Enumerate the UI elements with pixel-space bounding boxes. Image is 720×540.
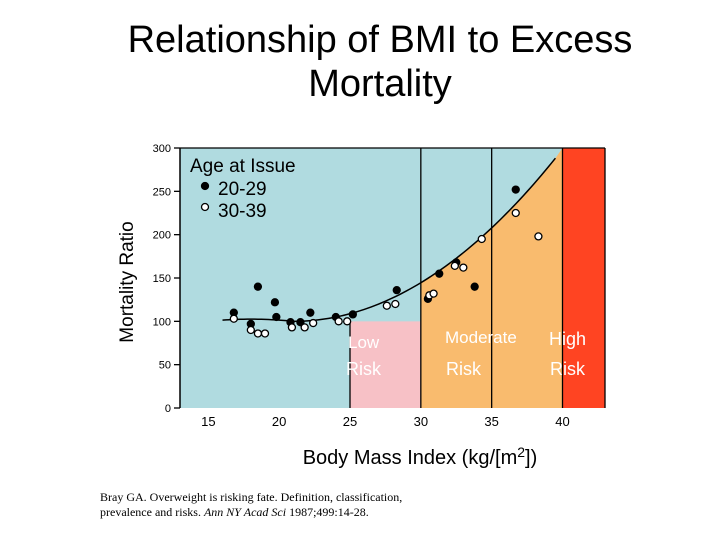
point-20-29-9 (348, 310, 357, 319)
y-tick-label-0: 0 (165, 403, 171, 415)
y-axis-label: Mortality Ratio (117, 221, 138, 342)
point-30-39-13 (450, 261, 459, 271)
point-30-39-15 (477, 234, 486, 244)
x-tick-label-40: 40 (555, 414, 569, 429)
legend-entry-20-29: 20-29 (218, 179, 267, 200)
axes: 0 50 100 150 200 250 300 15 20 25 30 35 40 (153, 143, 570, 429)
point-30-39-12 (429, 289, 438, 298)
point-30-39-14 (459, 263, 468, 272)
x-tick-label-35: 35 (484, 414, 498, 429)
point-30-39-0 (229, 314, 238, 323)
y-tick-label-50: 50 (159, 360, 171, 372)
y-tick-label-100: 100 (153, 316, 171, 328)
x-axis-label-main: Body Mass Index (kg/[m (303, 447, 518, 469)
risk-zones (180, 148, 605, 408)
legend-open-marker (200, 202, 210, 212)
legend-entry-30-39: 30-39 (218, 201, 267, 222)
x-axis-label-end: ]) (525, 447, 537, 469)
high-risk-label-line1: High (549, 329, 586, 349)
data-points (229, 185, 543, 338)
high-risk-label-line2: Risk (550, 359, 586, 379)
zone-labels: Low Risk Moderate Risk High Risk (346, 328, 586, 379)
point-30-39-5 (300, 323, 309, 332)
legend: Age at Issue 20-29 30-39 (190, 156, 296, 222)
zone-divider-lines (180, 147, 606, 408)
citation-journal: Ann NY Acad Sci (203, 505, 287, 519)
point-20-29-15 (511, 185, 520, 194)
chart-title-line1: Relationship of BMI to Excess (127, 19, 633, 61)
low-risk-label-line1: Low (348, 333, 380, 352)
low-risk-zone (350, 321, 421, 408)
moderate-risk-label-line2: Risk (446, 359, 482, 379)
point-20-29-14 (470, 282, 479, 291)
x-tick-label-15: 15 (201, 414, 215, 429)
point-20-29-3 (270, 298, 280, 307)
point-30-39-9 (382, 301, 391, 310)
point-20-29-4 (272, 312, 281, 322)
point-20-29-2 (253, 282, 263, 291)
citation-text-part1: Bray GA. Overweight is risking fate. Def… (100, 490, 403, 519)
point-20-29-7 (306, 308, 315, 317)
legend-title: Age at Issue (190, 156, 296, 177)
x-tick-label-30: 30 (414, 414, 428, 429)
y-tick-label-150: 150 (153, 273, 171, 285)
point-20-29-6 (296, 318, 305, 327)
chart-title: Relationship of BMI to Excess Mortality (80, 18, 680, 106)
y-tick-label-250: 250 (153, 186, 171, 198)
point-30-39-4 (287, 323, 297, 332)
citation-text-part2: 1987;499:14-28. (286, 505, 369, 519)
x-tick-label-25: 25 (343, 414, 357, 429)
point-30-39-6 (309, 318, 318, 328)
point-20-29-12 (435, 269, 444, 278)
point-30-39-2 (253, 329, 263, 338)
citation: Bray GA. Overweight is risking fate. Def… (100, 490, 440, 520)
point-30-39-3 (260, 329, 270, 338)
point-30-39-1 (246, 325, 255, 335)
point-20-29-10 (392, 285, 401, 295)
low-risk-label-line2: Risk (346, 359, 382, 379)
high-risk-zone (562, 148, 605, 408)
point-30-39-16 (511, 208, 520, 218)
point-30-39-17 (534, 232, 543, 241)
chart-title-line2: Mortality (308, 63, 452, 105)
legend-filled-marker (200, 181, 210, 191)
x-axis-label-superscript: 2 (517, 444, 525, 460)
point-30-39-10 (391, 299, 400, 309)
x-tick-label-20: 20 (272, 414, 286, 429)
point-30-39-7 (334, 317, 343, 326)
x-axis-label: Body Mass Index (kg/[m2]) (303, 444, 538, 469)
moderate-risk-label-line1: Moderate (445, 328, 517, 347)
y-tick-label-300: 300 (153, 143, 171, 155)
y-tick-label-200: 200 (153, 230, 171, 242)
point-30-39-8 (343, 317, 352, 326)
